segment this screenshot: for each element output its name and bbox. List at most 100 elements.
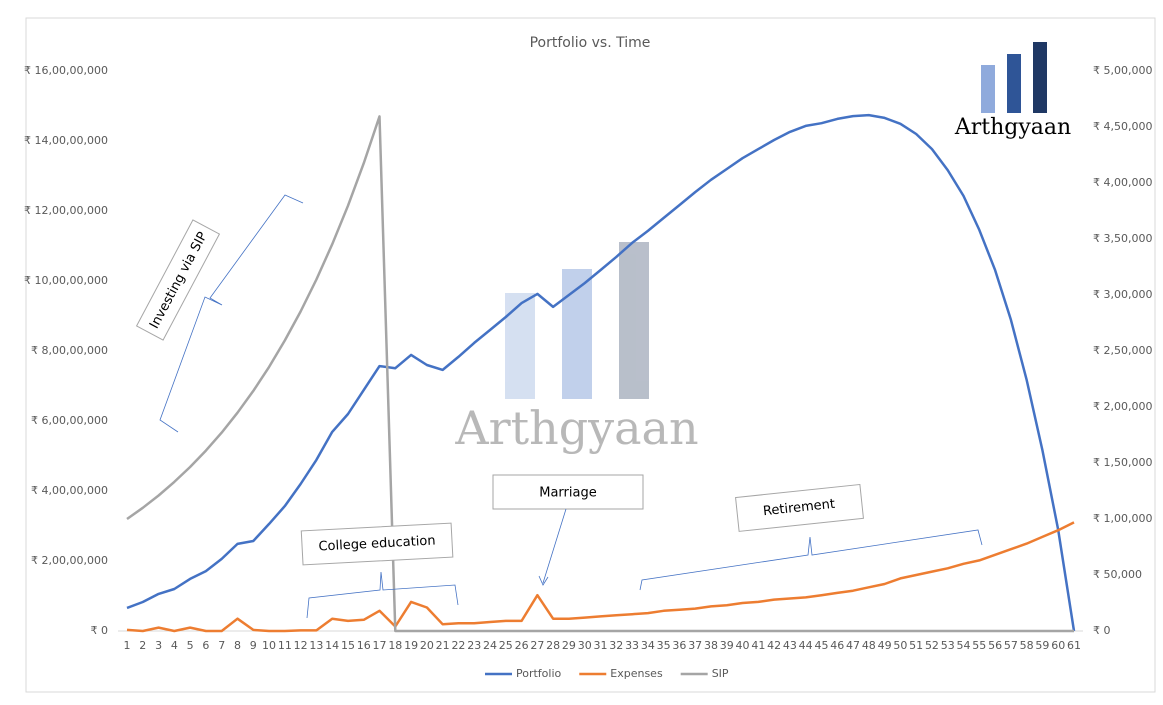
y2-tick-label: ₹ 4,00,000 — [1093, 176, 1152, 189]
logo-bar — [1033, 42, 1047, 113]
y2-tick-label: ₹ 3,50,000 — [1093, 232, 1152, 245]
annotation: Retirement — [735, 483, 864, 532]
y2-tick-label: ₹ 5,00,000 — [1093, 64, 1152, 77]
x-tick-label: 57 — [1004, 639, 1018, 652]
y2-tick-label: ₹ 2,50,000 — [1093, 344, 1152, 357]
logo-text: Arthgyaan — [954, 115, 1071, 140]
x-tick-label: 55 — [972, 639, 986, 652]
y-tick-label: ₹ 6,00,00,000 — [31, 414, 108, 427]
x-tick-label: 36 — [672, 639, 686, 652]
x-tick-label: 44 — [799, 639, 813, 652]
x-tick-label: 15 — [341, 639, 355, 652]
y2-tick-label: ₹ 0 — [1093, 624, 1111, 637]
legend: Portfolio Expenses SIP — [485, 667, 729, 680]
y2-tick-label: ₹ 2,00,000 — [1093, 400, 1152, 413]
x-tick-label: 27 — [530, 639, 544, 652]
y-tick-label: ₹ 14,00,00,000 — [24, 134, 108, 147]
x-tick-label: 13 — [309, 639, 323, 652]
x-tick-label: 38 — [704, 639, 718, 652]
x-tick-label: 14 — [325, 639, 339, 652]
x-tick-label: 42 — [767, 639, 781, 652]
y-tick-label: ₹ 4,00,00,000 — [31, 484, 108, 497]
annotation-box — [735, 483, 864, 532]
y2-tick-label: ₹ 50,000 — [1093, 568, 1142, 581]
x-tick-label: 37 — [688, 639, 702, 652]
x-tick-label: 52 — [925, 639, 939, 652]
y-tick-label: ₹ 8,00,00,000 — [31, 344, 108, 357]
y-tick-label: ₹ 12,00,00,000 — [24, 204, 108, 217]
y2-tick-label: ₹ 3,00,000 — [1093, 288, 1152, 301]
x-tick-label: 23 — [467, 639, 481, 652]
x-tick-label: 43 — [783, 639, 797, 652]
legend-label: Portfolio — [516, 667, 562, 680]
x-tick-label: 24 — [483, 639, 497, 652]
x-tick-label: 5 — [187, 639, 194, 652]
x-tick-label: 12 — [294, 639, 308, 652]
watermark-bar — [505, 293, 535, 399]
x-tick-label: 16 — [357, 639, 371, 652]
legend-label: SIP — [712, 667, 729, 680]
y2-tick-label: ₹ 1,00,000 — [1093, 512, 1152, 525]
y2-tick-label: ₹ 1,50,000 — [1093, 456, 1152, 469]
x-tick-label: 49 — [878, 639, 892, 652]
x-tick-label: 41 — [751, 639, 765, 652]
x-tick-label: 60 — [1051, 639, 1065, 652]
x-tick-label: 32 — [609, 639, 623, 652]
x-tick-label: 50 — [893, 639, 907, 652]
chart-title: Portfolio vs. Time — [530, 35, 651, 51]
x-tick-label: 28 — [546, 639, 560, 652]
watermark-text: Arthgyaan — [454, 401, 698, 455]
x-tick-label: 31 — [594, 639, 608, 652]
annotation-text: College education — [318, 533, 436, 554]
logo-bar — [1007, 54, 1021, 113]
x-tick-label: 22 — [451, 639, 465, 652]
annotation: College education — [300, 522, 454, 566]
annotation-arrow — [538, 508, 567, 586]
x-tick-label: 1 — [124, 639, 131, 652]
annotation-box — [492, 474, 644, 510]
watermark: Arthgyaan — [454, 242, 699, 455]
x-tick-label: 56 — [988, 639, 1002, 652]
x-tick-label: 4 — [171, 639, 178, 652]
annotation-brace — [639, 529, 983, 591]
x-tick-label: 61 — [1067, 639, 1081, 652]
x-tick-label: 53 — [941, 639, 955, 652]
series-line — [126, 113, 1076, 632]
x-tick-label: 48 — [862, 639, 876, 652]
logo: Arthgyaan — [954, 42, 1071, 140]
annotation-text: Marriage — [539, 486, 596, 501]
x-tick-label: 11 — [278, 639, 292, 652]
x-tick-label: 21 — [436, 639, 450, 652]
y2-tick-label: ₹ 4,50,000 — [1093, 120, 1152, 133]
x-tick-label: 30 — [578, 639, 592, 652]
x-tick-label: 45 — [814, 639, 828, 652]
legend-label: Expenses — [610, 667, 663, 680]
x-tick-label: 9 — [250, 639, 257, 652]
x-tick-label: 35 — [657, 639, 671, 652]
x-tick-label: 25 — [499, 639, 513, 652]
y-tick-label: ₹ 0 — [91, 624, 109, 637]
y-tick-label: ₹ 16,00,00,000 — [24, 64, 108, 77]
annotation-brace — [306, 571, 459, 619]
x-tick-label: 39 — [720, 639, 734, 652]
x-tick-label: 51 — [909, 639, 923, 652]
x-tick-label: 7 — [218, 639, 225, 652]
x-tick-label: 33 — [625, 639, 639, 652]
x-tick-label: 40 — [736, 639, 750, 652]
logo-bar — [981, 65, 995, 113]
x-tick-label: 17 — [373, 639, 387, 652]
x-tick-label: 10 — [262, 639, 276, 652]
x-tick-label: 54 — [957, 639, 971, 652]
series-line — [126, 521, 1075, 633]
x-tick-label: 2 — [139, 639, 146, 652]
x-tick-label: 34 — [641, 639, 655, 652]
watermark-bar — [619, 242, 649, 399]
x-tick-label: 6 — [202, 639, 209, 652]
x-tick-label: 58 — [1020, 639, 1034, 652]
y-tick-label: ₹ 10,00,00,000 — [24, 274, 108, 287]
annotation-box — [135, 219, 221, 341]
x-tick-label: 29 — [562, 639, 576, 652]
x-tick-label: 59 — [1035, 639, 1049, 652]
x-tick-label: 26 — [515, 639, 529, 652]
